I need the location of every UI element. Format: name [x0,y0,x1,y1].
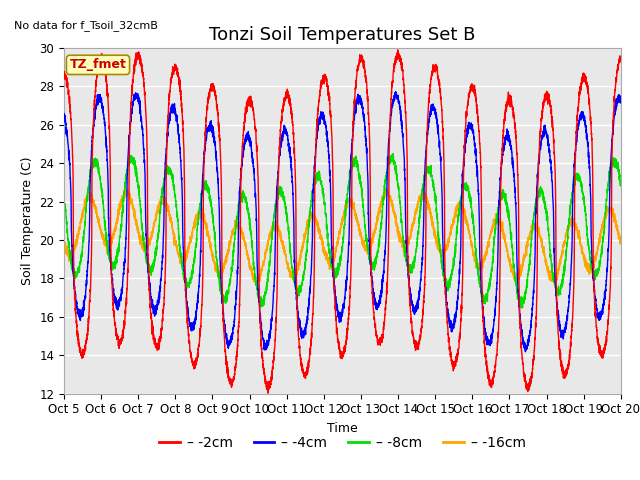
Y-axis label: Soil Temperature (C): Soil Temperature (C) [20,156,34,285]
X-axis label: Time: Time [327,422,358,435]
Title: Tonzi Soil Temperatures Set B: Tonzi Soil Temperatures Set B [209,25,476,44]
Text: TZ_fmet: TZ_fmet [70,59,127,72]
Legend: – -2cm, – -4cm, – -8cm, – -16cm: – -2cm, – -4cm, – -8cm, – -16cm [154,431,531,456]
Text: No data for f_Tsoil_32cmB: No data for f_Tsoil_32cmB [14,20,158,31]
